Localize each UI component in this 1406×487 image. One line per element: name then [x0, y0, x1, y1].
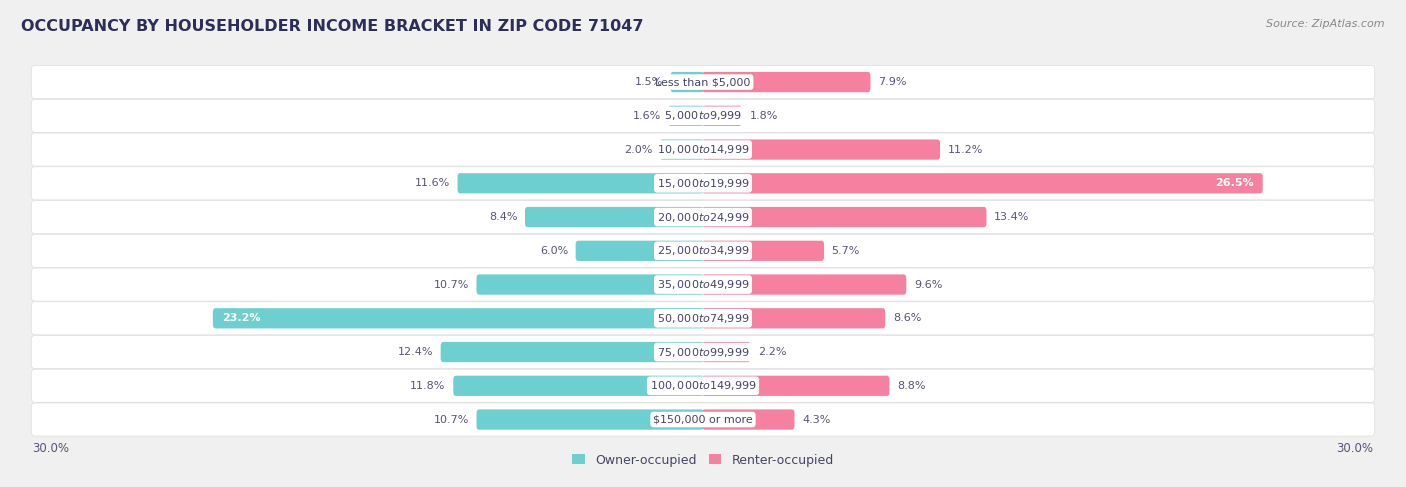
FancyBboxPatch shape — [31, 268, 1375, 301]
Text: 30.0%: 30.0% — [32, 443, 69, 455]
Text: 4.3%: 4.3% — [801, 414, 831, 425]
FancyBboxPatch shape — [31, 167, 1375, 200]
FancyBboxPatch shape — [524, 207, 704, 227]
FancyBboxPatch shape — [702, 173, 1263, 193]
Text: 8.4%: 8.4% — [489, 212, 517, 222]
Text: 23.2%: 23.2% — [222, 313, 260, 323]
Text: $35,000 to $49,999: $35,000 to $49,999 — [657, 278, 749, 291]
Text: 8.8%: 8.8% — [897, 381, 925, 391]
Text: $75,000 to $99,999: $75,000 to $99,999 — [657, 346, 749, 358]
FancyBboxPatch shape — [659, 139, 704, 160]
FancyBboxPatch shape — [31, 369, 1375, 402]
Text: 11.6%: 11.6% — [415, 178, 450, 188]
FancyBboxPatch shape — [702, 375, 890, 396]
FancyBboxPatch shape — [702, 207, 987, 227]
Text: 11.8%: 11.8% — [411, 381, 446, 391]
Text: Source: ZipAtlas.com: Source: ZipAtlas.com — [1267, 19, 1385, 30]
FancyBboxPatch shape — [702, 308, 886, 328]
Text: Less than $5,000: Less than $5,000 — [655, 77, 751, 87]
Text: 1.6%: 1.6% — [633, 111, 661, 121]
FancyBboxPatch shape — [31, 66, 1375, 98]
Text: 10.7%: 10.7% — [433, 280, 470, 290]
Text: $5,000 to $9,999: $5,000 to $9,999 — [664, 109, 742, 122]
Text: 8.6%: 8.6% — [893, 313, 921, 323]
Text: $15,000 to $19,999: $15,000 to $19,999 — [657, 177, 749, 190]
FancyBboxPatch shape — [31, 336, 1375, 369]
Text: 6.0%: 6.0% — [540, 246, 568, 256]
Text: 2.2%: 2.2% — [758, 347, 786, 357]
FancyBboxPatch shape — [702, 342, 751, 362]
Legend: Owner-occupied, Renter-occupied: Owner-occupied, Renter-occupied — [568, 449, 838, 471]
FancyBboxPatch shape — [31, 234, 1375, 267]
Text: $10,000 to $14,999: $10,000 to $14,999 — [657, 143, 749, 156]
Text: 1.5%: 1.5% — [634, 77, 664, 87]
FancyBboxPatch shape — [31, 133, 1375, 166]
FancyBboxPatch shape — [702, 275, 907, 295]
FancyBboxPatch shape — [212, 308, 704, 328]
FancyBboxPatch shape — [668, 106, 704, 126]
Text: $25,000 to $34,999: $25,000 to $34,999 — [657, 244, 749, 257]
Text: $20,000 to $24,999: $20,000 to $24,999 — [657, 210, 749, 224]
Text: 7.9%: 7.9% — [877, 77, 907, 87]
FancyBboxPatch shape — [702, 139, 941, 160]
FancyBboxPatch shape — [702, 410, 794, 430]
FancyBboxPatch shape — [702, 72, 870, 92]
FancyBboxPatch shape — [31, 99, 1375, 132]
FancyBboxPatch shape — [453, 375, 704, 396]
Text: 2.0%: 2.0% — [624, 145, 652, 154]
Text: $100,000 to $149,999: $100,000 to $149,999 — [650, 379, 756, 393]
FancyBboxPatch shape — [702, 106, 742, 126]
FancyBboxPatch shape — [31, 403, 1375, 436]
Text: OCCUPANCY BY HOUSEHOLDER INCOME BRACKET IN ZIP CODE 71047: OCCUPANCY BY HOUSEHOLDER INCOME BRACKET … — [21, 19, 644, 35]
FancyBboxPatch shape — [671, 72, 704, 92]
FancyBboxPatch shape — [31, 302, 1375, 335]
Text: 5.7%: 5.7% — [832, 246, 860, 256]
Text: 10.7%: 10.7% — [433, 414, 470, 425]
Text: $150,000 or more: $150,000 or more — [654, 414, 752, 425]
FancyBboxPatch shape — [31, 201, 1375, 234]
Text: 12.4%: 12.4% — [398, 347, 433, 357]
FancyBboxPatch shape — [457, 173, 704, 193]
FancyBboxPatch shape — [575, 241, 704, 261]
Text: 11.2%: 11.2% — [948, 145, 983, 154]
Text: 26.5%: 26.5% — [1215, 178, 1254, 188]
Text: 30.0%: 30.0% — [1337, 443, 1374, 455]
FancyBboxPatch shape — [440, 342, 704, 362]
Text: 9.6%: 9.6% — [914, 280, 942, 290]
Text: 13.4%: 13.4% — [994, 212, 1029, 222]
Text: $50,000 to $74,999: $50,000 to $74,999 — [657, 312, 749, 325]
FancyBboxPatch shape — [477, 410, 704, 430]
FancyBboxPatch shape — [702, 241, 824, 261]
Text: 1.8%: 1.8% — [749, 111, 778, 121]
FancyBboxPatch shape — [477, 275, 704, 295]
